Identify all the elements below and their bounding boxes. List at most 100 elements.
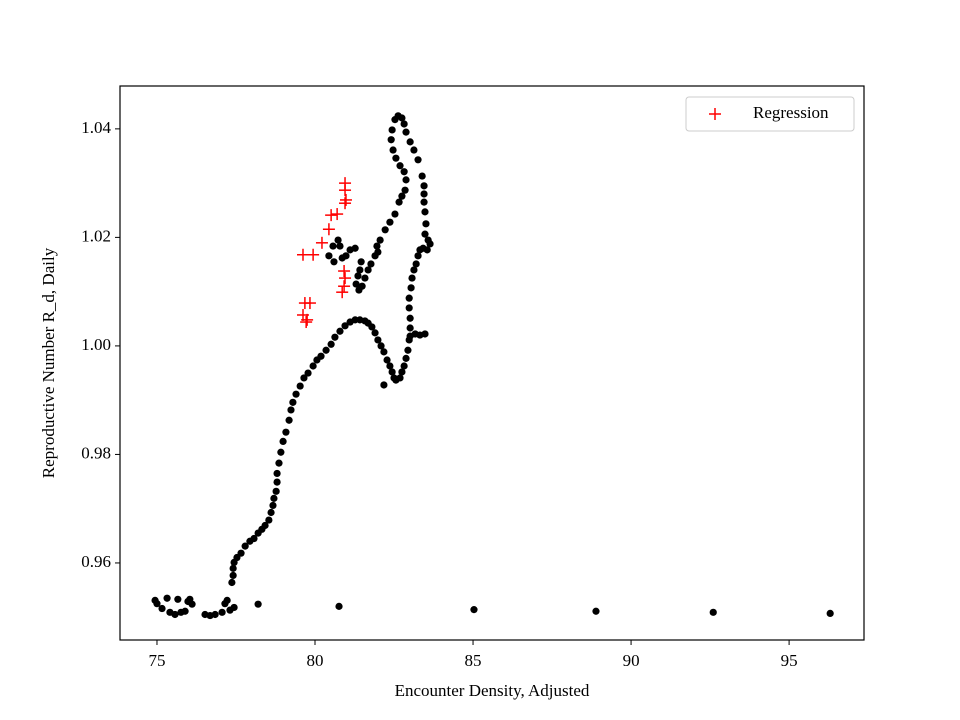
- point: [361, 274, 369, 282]
- point: [158, 604, 166, 613]
- point: [322, 346, 330, 354]
- point: [223, 596, 231, 604]
- point: [241, 542, 249, 550]
- point: [346, 246, 354, 254]
- point: [230, 603, 238, 612]
- point: [285, 416, 293, 424]
- point: [395, 198, 403, 206]
- point: [368, 323, 376, 331]
- plus-marker: [331, 208, 344, 221]
- y-tick-label: 0.98: [81, 443, 111, 462]
- point: [304, 369, 312, 377]
- point: [254, 600, 262, 608]
- point: [317, 352, 325, 360]
- point: [376, 236, 384, 244]
- point: [386, 362, 394, 370]
- plus-marker: [301, 313, 314, 326]
- y-tick-label: 0.96: [81, 552, 111, 571]
- point: [354, 272, 362, 280]
- point: [279, 437, 287, 446]
- point: [410, 146, 418, 154]
- point: [270, 494, 278, 502]
- x-tick-label: 85: [465, 651, 482, 670]
- point: [352, 280, 360, 288]
- point: [275, 459, 283, 467]
- point: [401, 186, 409, 194]
- point: [273, 469, 281, 478]
- point: [418, 172, 426, 180]
- point: [400, 120, 408, 128]
- point: [289, 398, 297, 406]
- point: [420, 190, 428, 198]
- point: [277, 448, 285, 456]
- point: [153, 600, 161, 608]
- point: [228, 578, 236, 587]
- point: [163, 594, 171, 602]
- point: [181, 607, 189, 615]
- point: [422, 220, 430, 228]
- point: [355, 286, 363, 294]
- point: [405, 304, 413, 312]
- point: [267, 508, 275, 517]
- point: [309, 362, 317, 370]
- plus-marker: [339, 272, 352, 285]
- plus-marker: [339, 184, 352, 197]
- point: [398, 368, 406, 376]
- point: [371, 329, 379, 337]
- point: [407, 284, 415, 292]
- point: [329, 242, 337, 250]
- point: [388, 126, 396, 134]
- point: [392, 154, 400, 162]
- point: [406, 138, 414, 146]
- point: [237, 549, 245, 557]
- x-tick-label: 80: [307, 651, 324, 670]
- y-tick-label: 1.04: [81, 118, 111, 137]
- y-tick-label: 1.02: [81, 226, 111, 245]
- point: [265, 516, 273, 524]
- point: [367, 260, 375, 268]
- point: [414, 252, 422, 260]
- point: [334, 236, 342, 244]
- point: [364, 266, 372, 274]
- point: [400, 168, 408, 176]
- point: [374, 336, 382, 344]
- point: [386, 218, 394, 226]
- point: [391, 116, 399, 124]
- point: [373, 242, 381, 250]
- point: [296, 382, 304, 390]
- plus-marker: [339, 197, 352, 210]
- point: [327, 340, 335, 348]
- point: [377, 342, 385, 350]
- point: [357, 258, 365, 266]
- point: [412, 260, 420, 268]
- point: [330, 258, 338, 266]
- plus-marker: [307, 248, 320, 261]
- point: [400, 362, 408, 370]
- plus-marker: [325, 209, 338, 222]
- point: [174, 595, 182, 603]
- x-tick-label: 95: [781, 651, 798, 670]
- legend-label: Regression: [753, 103, 829, 122]
- point: [380, 348, 388, 356]
- point: [229, 571, 237, 580]
- plot-frame: [119, 85, 865, 641]
- x-tick-label: 75: [148, 651, 165, 670]
- point: [398, 192, 406, 200]
- legend-box: [685, 96, 855, 132]
- point: [396, 374, 404, 382]
- point: [273, 478, 281, 486]
- point: [383, 356, 391, 364]
- point: [406, 324, 414, 332]
- point: [371, 252, 379, 260]
- point: [404, 346, 412, 354]
- point: [423, 246, 431, 254]
- plus-marker: [303, 297, 316, 310]
- plus-marker: [338, 265, 351, 278]
- point: [171, 610, 179, 619]
- point: [402, 176, 410, 184]
- y-axis-label: Reproductive Number R_d, Daily: [39, 247, 58, 478]
- point: [470, 606, 478, 614]
- point: [424, 236, 432, 244]
- point: [709, 608, 717, 616]
